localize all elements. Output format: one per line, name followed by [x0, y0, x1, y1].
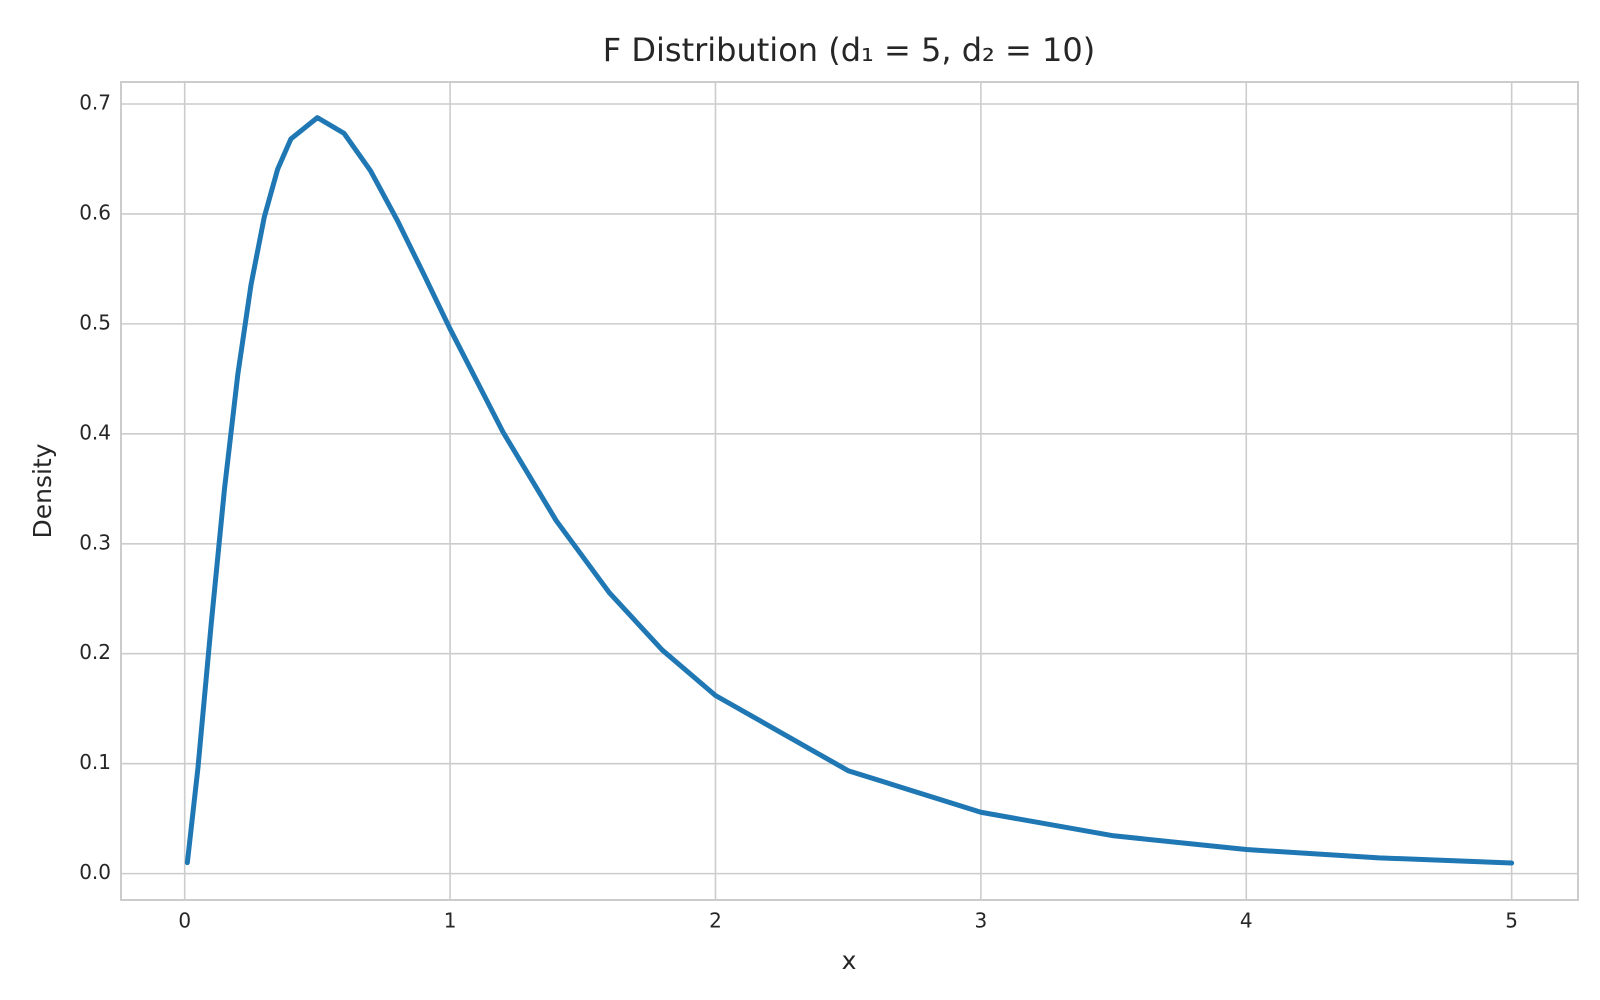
y-tick-label: 0.4 — [79, 420, 111, 444]
x-tick-label: 5 — [1505, 909, 1518, 933]
x-tick-label: 0 — [178, 909, 191, 933]
line-series — [184, 115, 1515, 866]
x-tick-label: 3 — [975, 909, 988, 933]
chart-title: F Distribution (d₁ = 5, d₂ = 10) — [603, 31, 1095, 69]
plot-frame — [120, 81, 1579, 901]
x-tick-label: 2 — [709, 909, 722, 933]
y-tick-label: 0.6 — [79, 200, 111, 224]
x-tick-label: 1 — [444, 909, 457, 933]
y-tick-label: 0.3 — [79, 530, 111, 554]
y-tick-label: 0.7 — [79, 90, 111, 114]
y-axis-label: Density — [28, 443, 57, 538]
y-tick-label: 0.2 — [79, 640, 111, 664]
y-tick-label: 0.1 — [79, 750, 111, 774]
x-axis-label: x — [842, 946, 857, 975]
x-tick-label: 4 — [1240, 909, 1253, 933]
y-tick-label: 0.0 — [79, 860, 111, 884]
y-tick-label: 0.5 — [79, 310, 111, 334]
